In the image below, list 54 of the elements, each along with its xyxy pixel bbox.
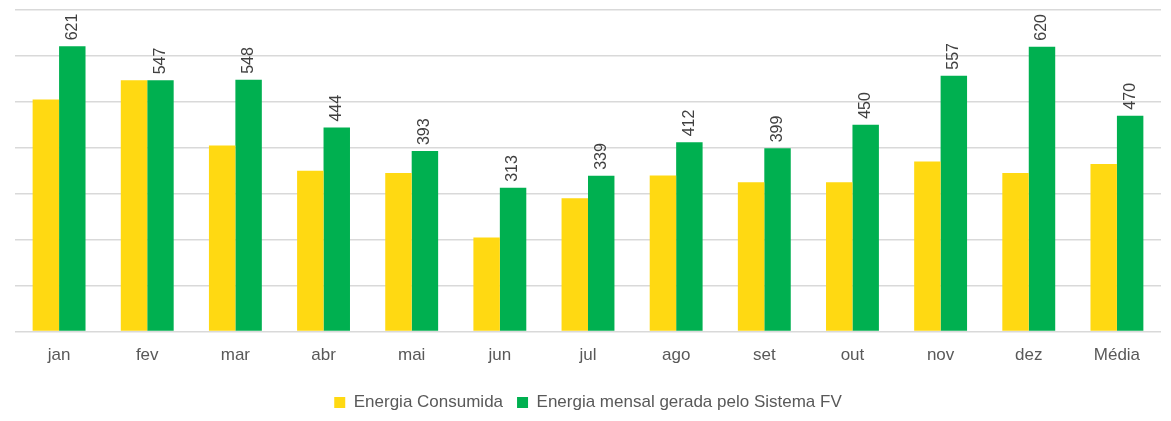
bar [297, 170, 324, 331]
bar [147, 80, 174, 331]
bar [826, 182, 853, 331]
x-tick-label: mai [397, 345, 426, 365]
x-tick-label: abr [311, 345, 337, 365]
bar [588, 175, 615, 331]
bar [561, 198, 588, 331]
bar [676, 142, 703, 331]
data-label: 621 [62, 13, 80, 41]
legend-label: Energia Consumida [353, 392, 504, 412]
x-tick-label: out [840, 345, 865, 365]
x-tick-label: jun [487, 345, 512, 365]
data-label: 399 [767, 115, 785, 143]
data-label: 470 [1120, 82, 1138, 110]
data-label: 620 [1032, 13, 1050, 41]
x-tick-label: mar [220, 345, 251, 365]
x-tick-label: set [752, 345, 776, 365]
bar [59, 46, 86, 331]
bar [1028, 46, 1056, 331]
bar [235, 79, 262, 331]
data-label: 339 [591, 143, 609, 170]
x-tick-label: ago [661, 345, 691, 365]
data-label: 412 [679, 109, 697, 137]
bar [1116, 115, 1144, 331]
bar [764, 148, 791, 331]
data-label: 450 [856, 92, 874, 119]
x-tick-label: jan [46, 345, 71, 365]
bar [120, 80, 148, 331]
data-label: 393 [415, 118, 433, 146]
bar [323, 127, 350, 331]
x-tick-label: nov [926, 345, 955, 365]
bar [852, 124, 879, 331]
bar [32, 99, 60, 331]
data-label: 444 [327, 94, 345, 122]
bar [411, 151, 439, 331]
bar [499, 187, 527, 331]
bar [385, 173, 412, 331]
data-label: 557 [944, 42, 962, 70]
x-tick-label: dez [1015, 345, 1043, 365]
data-label: 547 [150, 47, 168, 75]
bar [649, 175, 677, 331]
bar [208, 145, 236, 331]
data-label: 548 [239, 47, 257, 74]
bar [940, 75, 968, 331]
x-tick-label: Média [1093, 345, 1141, 365]
bar [473, 237, 500, 331]
x-tick-label: fev [135, 345, 160, 365]
bar [737, 182, 765, 331]
bar [914, 161, 941, 331]
data-label: 313 [503, 155, 521, 182]
x-tick-label: jul [578, 345, 597, 365]
legend-label: Energia mensal gerada pelo Sistema FV [536, 392, 843, 412]
bar [1090, 163, 1117, 331]
bar [1002, 173, 1029, 331]
